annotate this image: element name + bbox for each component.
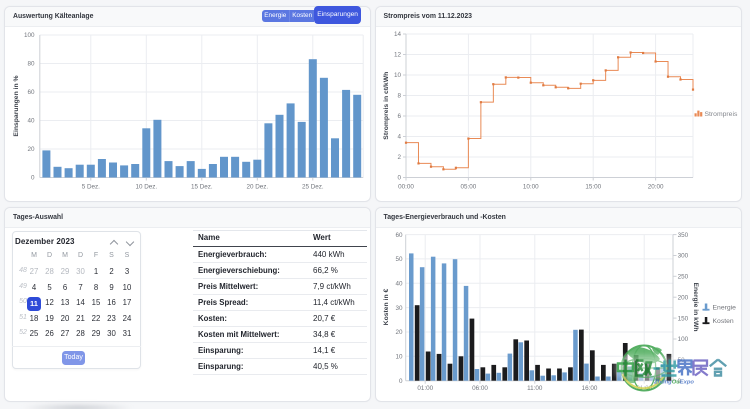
svg-text:40: 40 <box>395 281 403 288</box>
svg-text:60: 60 <box>27 89 35 96</box>
svg-text:25 Dez.: 25 Dez. <box>302 184 324 191</box>
svg-text:16:00: 16:00 <box>582 385 598 392</box>
svg-text:30: 30 <box>395 305 403 312</box>
svg-text:10:00: 10:00 <box>523 184 539 191</box>
svg-text:Strompreis: Strompreis <box>705 111 738 118</box>
svg-text:200: 200 <box>678 294 689 301</box>
svg-text:50: 50 <box>395 256 403 263</box>
svg-text:06:00: 06:00 <box>472 385 488 392</box>
svg-text:14: 14 <box>394 31 402 38</box>
svg-text:20:00: 20:00 <box>648 184 664 191</box>
svg-text:15 Dez.: 15 Dez. <box>191 184 213 191</box>
svg-text:150: 150 <box>678 315 689 322</box>
svg-text:0: 0 <box>399 378 403 385</box>
svg-text:2: 2 <box>397 154 401 161</box>
svg-text:300: 300 <box>678 253 689 260</box>
svg-text:12: 12 <box>394 52 402 59</box>
svg-text:5 Dez.: 5 Dez. <box>82 184 100 191</box>
svg-text:60: 60 <box>395 232 403 239</box>
svg-text:11:00: 11:00 <box>527 385 543 392</box>
svg-text:20: 20 <box>395 329 403 336</box>
svg-text:100: 100 <box>678 336 689 343</box>
svg-text:ZhongOuExpo: ZhongOuExpo <box>653 380 694 386</box>
svg-text:6: 6 <box>397 113 401 120</box>
svg-text:0: 0 <box>397 175 401 182</box>
svg-text:100: 100 <box>24 32 35 39</box>
svg-text:40: 40 <box>27 118 35 125</box>
svg-text:Energie: Energie <box>713 305 737 312</box>
svg-text:350: 350 <box>678 232 689 239</box>
svg-text:Strompreis in ct/kWh: Strompreis in ct/kWh <box>383 72 390 140</box>
svg-text:20: 20 <box>27 146 35 153</box>
svg-text:10 Dez.: 10 Dez. <box>135 184 157 191</box>
svg-text:Einsparungen in %: Einsparungen in % <box>13 75 20 136</box>
svg-text:80: 80 <box>27 61 35 68</box>
svg-text:05:00: 05:00 <box>461 184 477 191</box>
svg-text:Kosten: Kosten <box>713 318 734 325</box>
svg-text:4: 4 <box>397 134 401 141</box>
svg-text:01:00: 01:00 <box>417 385 433 392</box>
svg-text:20 Dez.: 20 Dez. <box>246 184 268 191</box>
svg-text:10: 10 <box>395 354 403 361</box>
svg-text:0: 0 <box>31 175 35 182</box>
svg-text:0: 0 <box>678 378 682 385</box>
svg-text:250: 250 <box>678 274 689 281</box>
svg-text:Energie in kWh: Energie in kWh <box>692 282 699 331</box>
svg-text:15:00: 15:00 <box>585 184 601 191</box>
svg-text:00:00: 00:00 <box>398 184 414 191</box>
svg-text:Kosten in €: Kosten in € <box>383 288 390 325</box>
svg-text:8: 8 <box>397 93 401 100</box>
svg-text:10: 10 <box>394 72 402 79</box>
